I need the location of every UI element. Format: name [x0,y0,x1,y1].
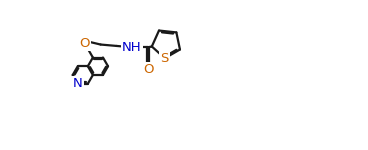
Text: O: O [79,37,90,50]
Text: N: N [73,77,82,90]
Text: S: S [160,52,169,65]
Text: O: O [143,63,153,76]
Text: NH: NH [122,41,142,54]
